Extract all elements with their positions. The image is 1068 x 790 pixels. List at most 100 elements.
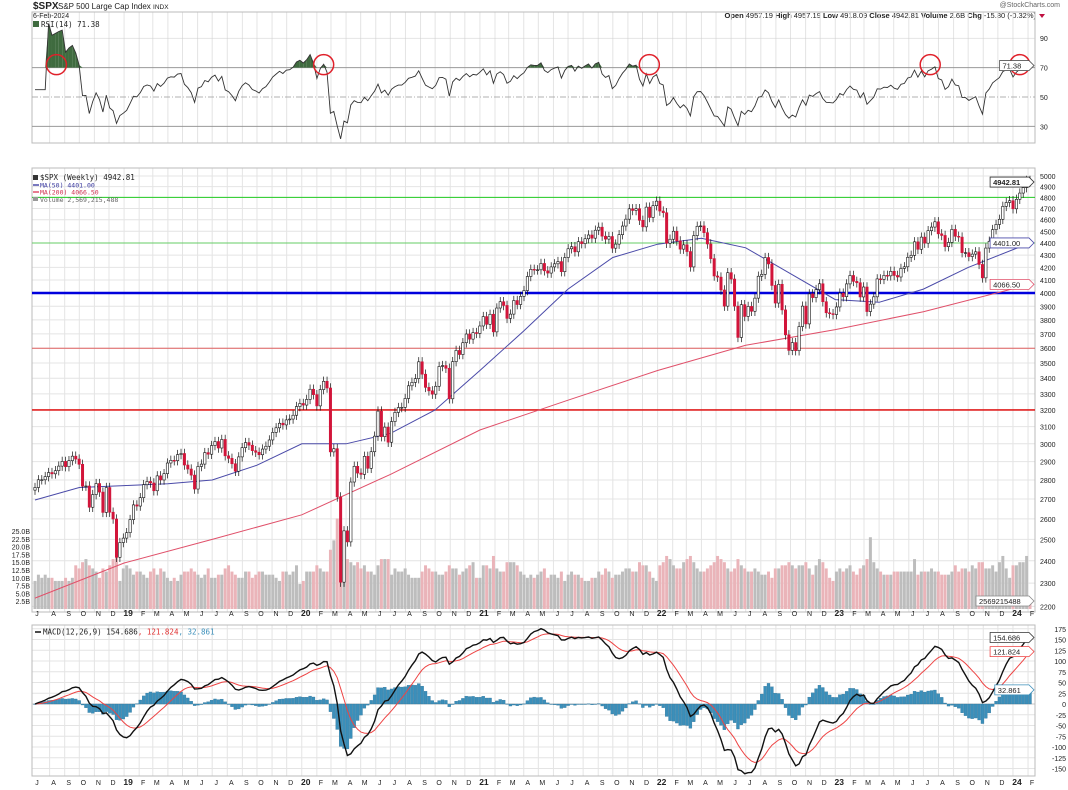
macd-histogram-bar xyxy=(118,703,122,721)
volume-bar xyxy=(760,574,764,609)
month-tick-label: A xyxy=(407,611,412,618)
macd-histogram-bar xyxy=(311,696,316,705)
candle xyxy=(298,403,302,407)
macd-histogram-bar xyxy=(600,703,604,707)
volume-bar xyxy=(621,571,624,609)
volume-bar xyxy=(369,571,373,609)
volume-bar xyxy=(98,577,102,609)
volume-bar xyxy=(875,568,879,609)
candle xyxy=(403,398,407,408)
macd-histogram-bar xyxy=(787,703,791,716)
candle xyxy=(437,366,441,387)
pane-frame xyxy=(31,11,1036,144)
price-tick-label: 3200 xyxy=(1040,408,1056,415)
volume-bar xyxy=(318,568,322,609)
candle xyxy=(206,452,210,455)
volume-bar xyxy=(872,562,876,609)
macd-histogram-bar xyxy=(576,703,580,705)
volume-bar xyxy=(383,559,387,609)
volume-bar xyxy=(36,574,40,609)
histogram-value-tag: 32.861 xyxy=(998,686,1021,695)
volume-bar xyxy=(675,568,679,609)
price-tick-label: 3400 xyxy=(1040,376,1056,383)
month-tick-label: N xyxy=(807,780,812,787)
volume-bar xyxy=(610,577,614,609)
candle xyxy=(841,292,845,297)
volume-bar xyxy=(980,562,984,609)
macd-histogram-bar xyxy=(131,703,136,708)
volume-bar xyxy=(529,574,533,609)
macd-histogram-bar xyxy=(372,694,377,705)
candle xyxy=(213,441,217,446)
candle xyxy=(342,530,346,583)
candle xyxy=(278,422,281,429)
volume-tick-label: 15.0B xyxy=(12,560,31,567)
macd-histogram-bar xyxy=(814,688,818,705)
month-tick-label: O xyxy=(81,780,87,787)
volume-bar xyxy=(50,577,54,609)
volume-bar xyxy=(308,571,312,609)
month-tick-label: D xyxy=(644,611,649,618)
macd-histogram-bar xyxy=(138,699,142,705)
price-legend: $SPX (Weekly) 4942.81 xyxy=(40,173,135,182)
rsi-tick-label: 30 xyxy=(1040,124,1048,131)
rsi-overbought-fill xyxy=(79,64,83,68)
macd-histogram-bar xyxy=(994,701,998,705)
candle xyxy=(1001,206,1005,220)
macd-histogram-bar xyxy=(447,703,451,707)
macd-histogram-bar xyxy=(889,694,893,705)
volume-bar xyxy=(474,577,478,609)
candle xyxy=(1004,202,1008,207)
macd-histogram-bar xyxy=(355,703,360,721)
volume-bar xyxy=(950,571,954,609)
volume-bar xyxy=(172,577,176,609)
candle xyxy=(668,238,672,244)
candle xyxy=(471,332,475,340)
candle xyxy=(570,246,574,250)
volume-bar xyxy=(600,574,604,609)
volume-bar xyxy=(1014,565,1018,609)
volume-bar xyxy=(400,571,404,609)
volume-bar xyxy=(94,571,98,609)
candle xyxy=(362,456,366,475)
candle xyxy=(804,305,808,325)
month-tick-label: J xyxy=(911,780,915,787)
volume-bar xyxy=(1001,555,1005,609)
volume-bar xyxy=(301,580,305,609)
volume-bar xyxy=(919,571,923,609)
macd-histogram-bar xyxy=(298,696,302,705)
volume-bar xyxy=(244,571,248,609)
volume-bar xyxy=(841,571,845,609)
candle xyxy=(641,220,645,228)
volume-bar xyxy=(464,568,468,609)
volume-bar xyxy=(390,574,394,609)
macd-histogram-bar xyxy=(430,700,434,705)
candle xyxy=(291,414,295,420)
price-tick-label: 3900 xyxy=(1040,304,1056,311)
macd-histogram-bar xyxy=(858,693,862,705)
volume-bar xyxy=(43,574,47,609)
candle xyxy=(64,461,68,467)
candle xyxy=(960,236,964,253)
month-tick-label: A xyxy=(881,611,886,618)
volume-bar xyxy=(899,571,903,609)
month-tick-label: D xyxy=(110,611,115,618)
candle xyxy=(335,448,339,498)
candle xyxy=(610,236,614,249)
candle xyxy=(777,283,781,304)
volume-bar xyxy=(763,574,767,609)
volume-bar xyxy=(379,559,383,609)
volume-bar xyxy=(824,568,828,609)
volume-value-tag: 2569215488 xyxy=(979,597,1021,606)
volume-bar xyxy=(909,571,913,609)
macd-histogram-bar xyxy=(338,703,343,747)
candle xyxy=(729,272,733,280)
macd-histogram-bar xyxy=(940,697,944,705)
candle xyxy=(614,243,618,249)
volume-bar xyxy=(627,568,631,609)
candle xyxy=(957,235,961,238)
volume-bar xyxy=(576,574,580,609)
macd-histogram-bar xyxy=(780,699,784,705)
macd-histogram-bar xyxy=(569,703,574,705)
month-tick-label: J xyxy=(393,611,397,618)
